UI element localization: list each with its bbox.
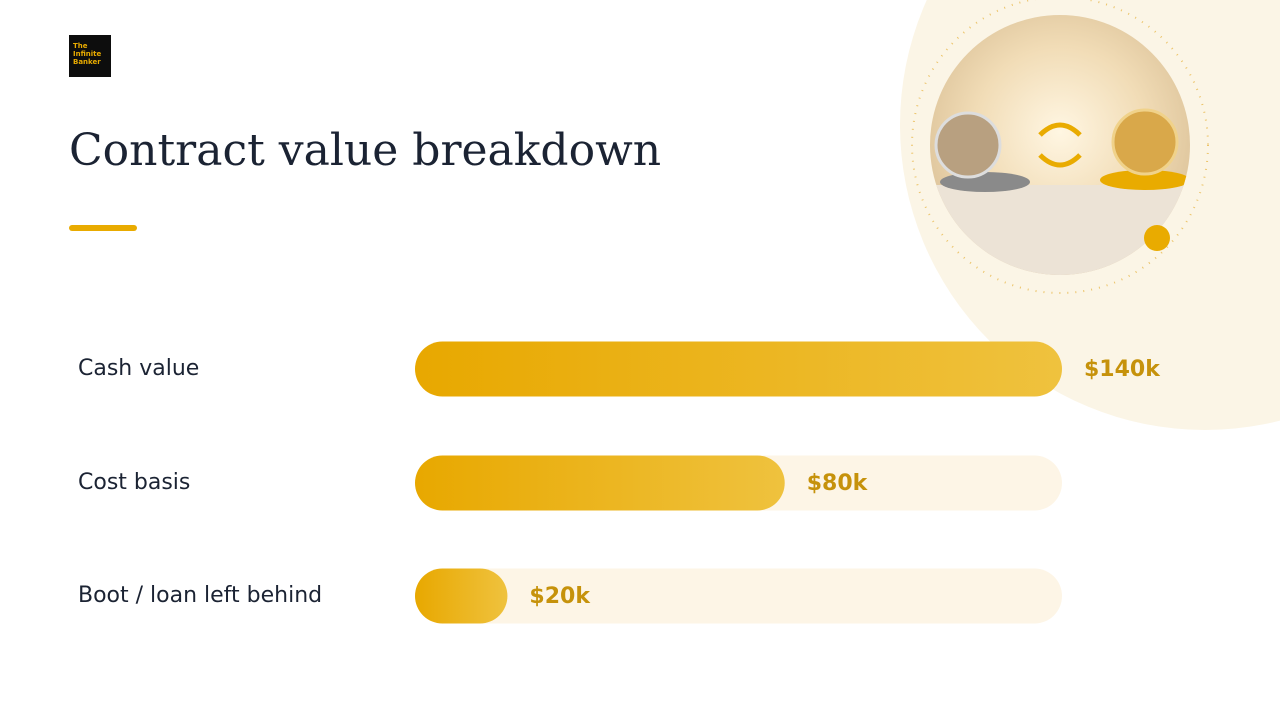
bar (415, 341, 1062, 397)
logo-text: Banker (73, 58, 101, 66)
category-label: Cost basis (78, 470, 190, 495)
bar-track (415, 568, 1062, 624)
logo-text: Infinite (73, 50, 102, 58)
decor-dot (1144, 225, 1170, 251)
value-label: $140k (1084, 357, 1161, 382)
bar (415, 568, 508, 624)
bar (415, 455, 785, 511)
title-underline (69, 225, 137, 231)
category-label: Boot / loan left behind (78, 583, 322, 608)
category-label: Cash value (78, 356, 199, 381)
value-label: $80k (807, 471, 869, 496)
value-label: $20k (529, 584, 591, 609)
logo (69, 35, 111, 77)
slide-title: Contract value breakdown (69, 125, 661, 176)
logo-text: The (73, 42, 88, 50)
dotted-ring (911, 0, 1209, 294)
